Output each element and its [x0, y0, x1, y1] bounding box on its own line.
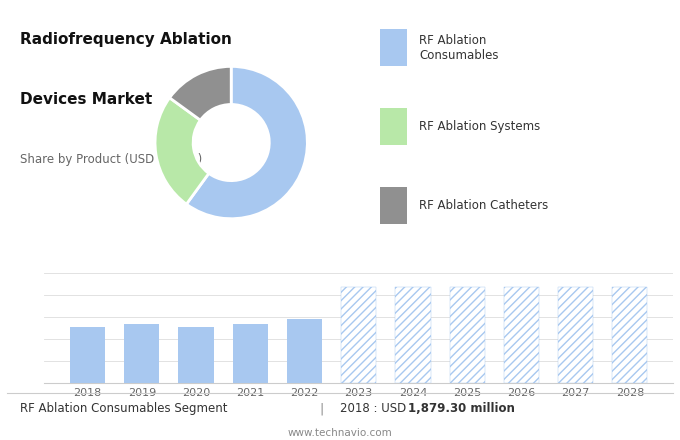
Bar — [504, 287, 539, 383]
Bar — [233, 324, 268, 383]
Text: 1,879.30 million: 1,879.30 million — [408, 402, 515, 415]
Text: RF Ablation Systems: RF Ablation Systems — [419, 120, 540, 133]
Bar — [395, 287, 430, 383]
Text: Radiofrequency Ablation: Radiofrequency Ablation — [20, 32, 233, 47]
Text: RF Ablation
Consumables: RF Ablation Consumables — [419, 33, 498, 62]
Text: |: | — [320, 402, 324, 415]
Wedge shape — [155, 98, 209, 204]
FancyBboxPatch shape — [380, 108, 407, 145]
Wedge shape — [169, 66, 231, 120]
Bar — [70, 326, 105, 383]
Bar — [612, 287, 647, 383]
Bar — [124, 323, 159, 383]
FancyBboxPatch shape — [380, 187, 407, 224]
Bar — [558, 287, 593, 383]
Text: RF Ablation Consumables Segment: RF Ablation Consumables Segment — [20, 402, 228, 415]
Bar — [178, 327, 214, 383]
Text: Share by Product (USD million): Share by Product (USD million) — [20, 153, 203, 166]
Bar — [449, 287, 485, 383]
Text: Devices Market: Devices Market — [20, 92, 152, 107]
Bar — [287, 319, 322, 383]
Text: www.technavio.com: www.technavio.com — [288, 428, 392, 438]
Wedge shape — [186, 66, 307, 219]
Text: 2018 : USD: 2018 : USD — [340, 402, 410, 415]
FancyBboxPatch shape — [380, 29, 407, 66]
Bar — [341, 287, 376, 383]
Text: RF Ablation Catheters: RF Ablation Catheters — [419, 199, 548, 213]
